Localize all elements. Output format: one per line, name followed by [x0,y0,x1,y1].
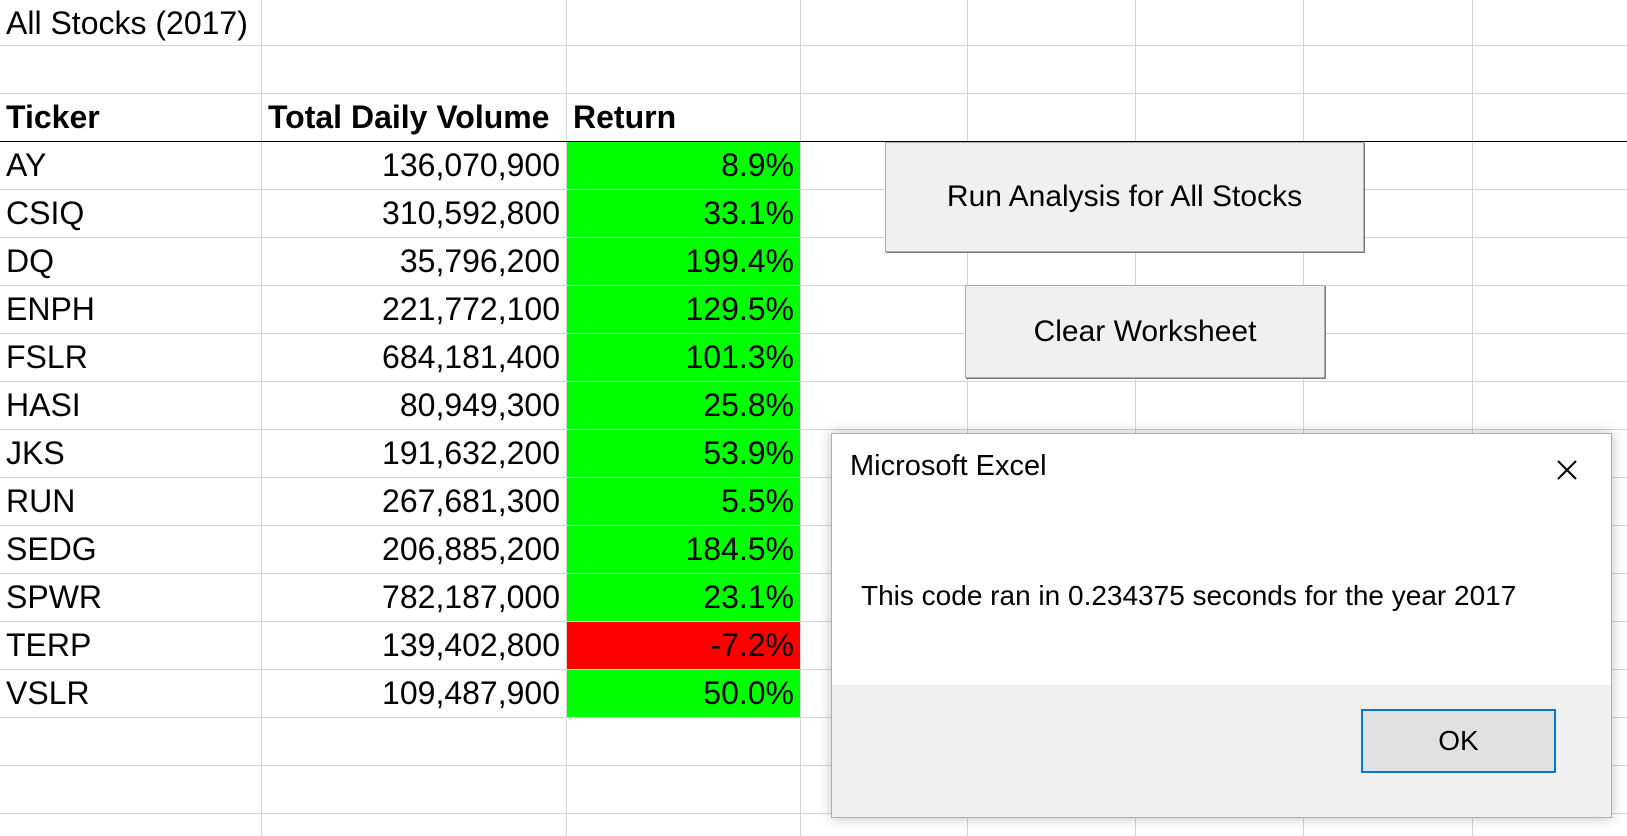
ticker-cell[interactable]: HASI [6,387,81,423]
row-divider [0,621,1627,622]
ticker-cell[interactable]: SPWR [6,579,102,615]
row-divider [0,717,1627,718]
volume-cell[interactable]: 684,181,400 [382,339,560,375]
return-cell[interactable]: 101.3% [685,339,794,375]
ticker-cell[interactable]: TERP [6,627,92,663]
volume-cell[interactable]: 191,632,200 [382,435,560,471]
header-ticker[interactable]: Ticker [6,99,100,135]
return-cell-fill [567,430,800,477]
header-return[interactable]: Return [573,99,677,135]
dialog-message: This code ran in 0.234375 seconds for th… [861,580,1517,611]
volume-cell[interactable]: 310,592,800 [382,195,560,231]
row-divider [0,45,1627,46]
return-cell[interactable]: 50.0% [703,675,794,711]
volume-cell[interactable]: 35,796,200 [399,243,560,279]
return-cell-fill [567,526,800,573]
return-cell[interactable]: 33.1% [703,195,794,231]
return-cell-fill [567,478,800,525]
row-divider [0,477,1627,478]
return-cell-fill [567,670,800,717]
return-cell-fill [567,286,800,333]
dialog-footer: OK [832,685,1611,817]
column-divider [1135,0,1136,836]
close-icon-glyph [1557,460,1577,480]
row-divider [0,189,1627,190]
ok-button[interactable]: OK [1361,709,1556,773]
ticker-cell[interactable]: AY [6,147,47,183]
volume-cell[interactable]: 267,681,300 [382,483,560,519]
return-cell-fill [567,142,800,189]
return-cell-fill [567,574,800,621]
clear-worksheet-button[interactable]: Clear Worksheet [965,285,1325,378]
return-cell-fill [567,238,800,285]
row-divider [0,525,1627,526]
ticker-cell[interactable]: CSIQ [6,195,85,231]
return-cell[interactable]: 53.9% [703,435,794,471]
ticker-cell[interactable]: VSLR [6,675,90,711]
run-analysis-button[interactable]: Run Analysis for All Stocks [885,142,1364,252]
volume-cell[interactable]: 136,070,900 [382,147,560,183]
ticker-cell[interactable]: JKS [6,435,65,471]
return-cell[interactable]: 199.4% [685,243,794,279]
row-divider [0,93,1627,94]
return-cell[interactable]: -7.2% [710,627,794,663]
ticker-cell[interactable]: FSLR [6,339,88,375]
ticker-cell[interactable]: ENPH [6,291,95,327]
volume-cell[interactable]: 109,487,900 [382,675,560,711]
return-cell-fill [567,622,800,669]
close-icon[interactable] [1553,456,1581,484]
row-divider [0,381,1627,382]
column-divider [566,0,567,836]
return-cell-fill [567,382,800,429]
message-dialog: Microsoft Excel This code ran in 0.23437… [831,433,1612,818]
row-divider [0,573,1627,574]
return-cell-fill [567,334,800,381]
header-total-daily-volume[interactable]: Total Daily Volume [268,99,550,135]
row-divider [0,669,1627,670]
volume-cell[interactable]: 139,402,800 [382,627,560,663]
ticker-cell[interactable]: DQ [6,243,54,279]
sheet-title[interactable]: All Stocks (2017) [6,5,248,41]
column-divider [1472,0,1473,836]
header-underline [0,141,1627,142]
column-divider [1303,0,1304,836]
volume-cell[interactable]: 80,949,300 [399,387,560,423]
row-divider [0,813,1627,814]
column-divider [261,0,262,836]
ticker-cell[interactable]: RUN [6,483,76,519]
return-cell-fill [567,190,800,237]
return-cell[interactable]: 8.9% [721,147,794,183]
volume-cell[interactable]: 221,772,100 [382,291,560,327]
column-divider [800,0,801,836]
row-divider [0,285,1627,286]
volume-cell[interactable]: 782,187,000 [382,579,560,615]
row-divider [0,765,1627,766]
row-divider [0,333,1627,334]
return-cell[interactable]: 129.5% [685,291,794,327]
return-cell[interactable]: 5.5% [721,483,794,519]
dialog-title: Microsoft Excel [850,450,1047,482]
ticker-cell[interactable]: SEDG [6,531,97,567]
row-divider [0,237,1627,238]
row-divider [0,429,1627,430]
return-cell[interactable]: 184.5% [685,531,794,567]
volume-cell[interactable]: 206,885,200 [382,531,560,567]
return-cell[interactable]: 25.8% [703,387,794,423]
return-cell[interactable]: 23.1% [703,579,794,615]
column-divider [967,0,968,836]
